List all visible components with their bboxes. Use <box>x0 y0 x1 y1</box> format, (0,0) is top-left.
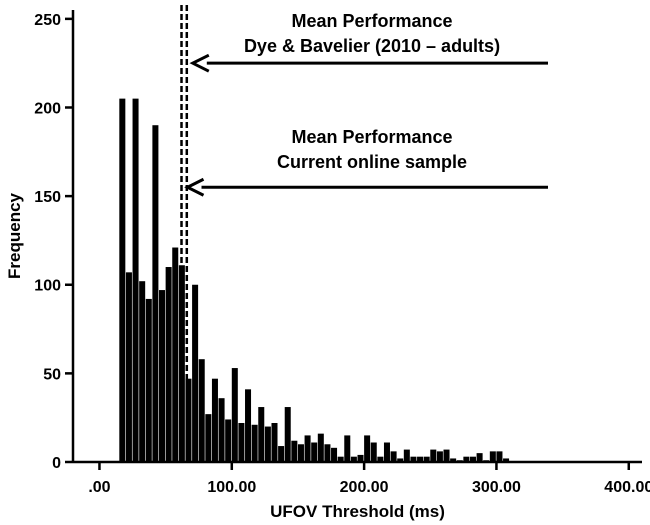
histogram-bar <box>331 447 338 462</box>
y-axis-title: Frequency <box>5 192 24 279</box>
histogram-bar <box>463 456 470 462</box>
histogram-bar <box>145 298 152 462</box>
histogram-bar <box>417 456 424 462</box>
histogram-bar <box>278 446 285 462</box>
x-tick-label: 300.00 <box>472 479 521 496</box>
y-tick-label: 100 <box>34 278 61 295</box>
histogram-bar <box>291 440 298 462</box>
histogram-bar <box>251 424 258 462</box>
histogram-bar <box>370 442 377 462</box>
x-ticks-group: .00 100.00 200.00 300.00 400.00 <box>88 462 650 496</box>
histogram-bar <box>284 407 291 462</box>
histogram-bar <box>324 444 331 462</box>
histogram-bar <box>264 426 271 462</box>
histogram-bar <box>397 458 404 462</box>
histogram-bar <box>297 444 304 462</box>
histogram-bar <box>377 456 384 462</box>
histogram-bar <box>496 451 503 462</box>
histogram-bar <box>503 458 510 462</box>
histogram-bar <box>443 449 450 462</box>
y-tick-label: 0 <box>52 455 61 472</box>
histogram-bar <box>383 442 390 462</box>
histogram-bar <box>132 98 139 463</box>
histogram-bar <box>165 267 172 462</box>
x-axis-title: UFOV Threshold (ms) <box>270 502 445 521</box>
histogram-bar <box>119 98 126 463</box>
histogram-bar <box>469 456 476 462</box>
arrows-group <box>184 53 548 197</box>
histogram-bar <box>218 398 225 462</box>
bars-group <box>119 98 510 463</box>
histogram-bar <box>211 378 218 462</box>
histogram-bar <box>403 449 410 462</box>
histogram-bar <box>245 389 252 462</box>
histogram-bar <box>192 284 199 462</box>
histogram-bar <box>390 451 397 462</box>
histogram-bar <box>185 378 192 462</box>
histogram-bar <box>238 423 245 462</box>
histogram-bar <box>198 359 205 462</box>
histogram-bar <box>271 423 278 462</box>
y-tick-label: 200 <box>34 100 61 117</box>
y-tick-label: 250 <box>34 12 61 29</box>
histogram-bar <box>357 454 364 462</box>
histogram-bar <box>125 272 132 462</box>
annotation-arrow-head <box>184 177 205 197</box>
histogram-bar <box>337 456 344 462</box>
annotation-arrow-head <box>189 53 210 73</box>
x-tick-label: 400.00 <box>604 479 650 496</box>
histogram-bar <box>172 247 179 462</box>
x-tick-label: 100.00 <box>207 479 256 496</box>
reference-lines-group <box>180 5 189 462</box>
histogram-bar <box>436 451 443 462</box>
histogram-bar <box>205 414 212 462</box>
histogram-bar <box>152 125 159 462</box>
histogram-bar <box>423 456 430 462</box>
histogram-bar <box>317 433 324 462</box>
y-tick-label: 50 <box>43 366 61 383</box>
histogram-bar <box>344 435 351 462</box>
histogram-bar <box>350 456 357 462</box>
x-tick-label: 200.00 <box>340 479 389 496</box>
annotation-2-line-1: Mean Performance <box>291 127 452 147</box>
y-ticks-group: 0 50 100 150 200 250 <box>34 12 73 472</box>
histogram-bar <box>476 453 483 462</box>
histogram-bar <box>304 435 311 462</box>
histogram-bar <box>231 368 238 462</box>
histogram-bar <box>450 458 457 462</box>
histogram-bar <box>489 451 496 462</box>
x-tick-label: .00 <box>88 479 110 496</box>
histogram-bar <box>430 449 437 462</box>
histogram-bar <box>225 419 232 462</box>
histogram-bar <box>159 290 166 462</box>
annotation-1-line-2: Dye & Bavelier (2010 – adults) <box>244 36 500 56</box>
histogram-bar <box>410 456 417 462</box>
annotation-1-line-1: Mean Performance <box>291 11 452 31</box>
y-tick-label: 150 <box>34 189 61 206</box>
histogram-bar <box>364 435 371 462</box>
annotation-2-line-2: Current online sample <box>277 152 467 172</box>
histogram-bar <box>311 442 318 462</box>
histogram-bar <box>178 265 185 462</box>
histogram-bar <box>139 281 146 462</box>
histogram-bar <box>258 407 265 462</box>
